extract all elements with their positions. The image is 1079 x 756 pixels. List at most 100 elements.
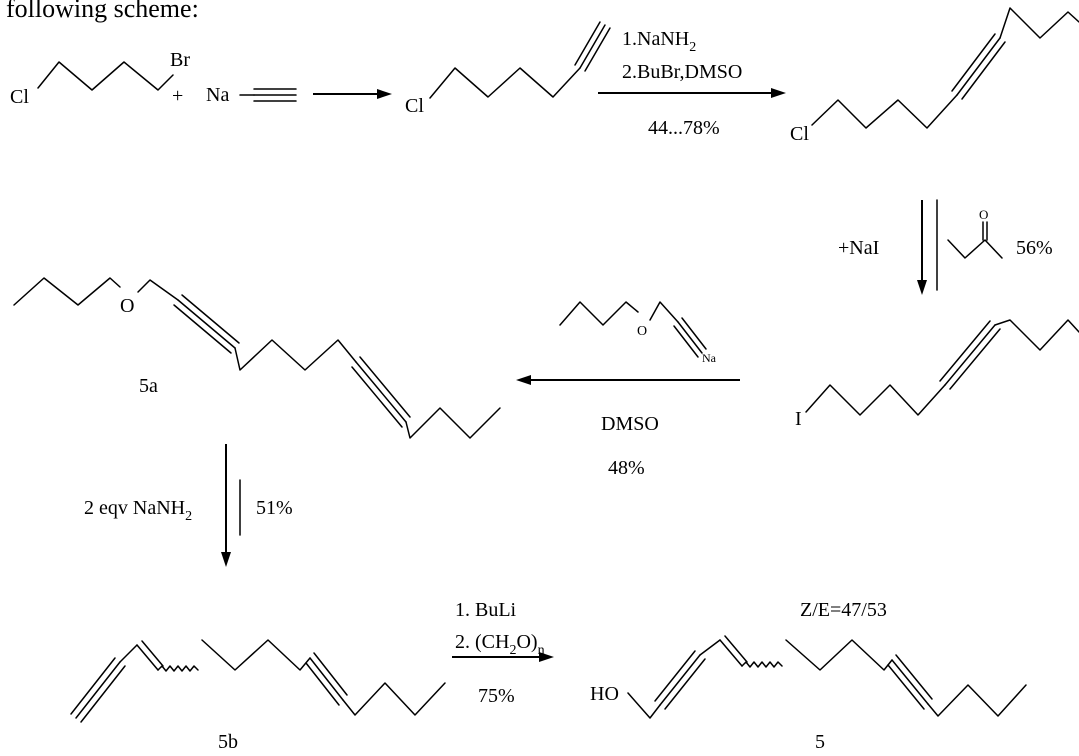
br-atom: Br [170, 49, 190, 71]
butanone: O [947, 207, 1003, 259]
arrow-step1 [313, 89, 392, 99]
decyne-chain-right [999, 7, 1079, 39]
yield-step5: 51% [256, 497, 293, 519]
hexyne-chain [429, 67, 581, 99]
alkyne-bond [951, 33, 996, 92]
alkene-bond [136, 644, 159, 671]
arrow-step5: 2 eqv NaNH2 51% [84, 444, 293, 567]
alkyne-bond [351, 366, 403, 428]
decyne-chain-left [811, 94, 958, 129]
arrow-step3: +NaI O 56% [838, 199, 1053, 295]
o-atom: O [637, 324, 647, 339]
decyne-chain-right [994, 319, 1079, 351]
terminal-alkyne [75, 661, 121, 719]
chlorohexyne: Cl [405, 21, 611, 117]
reagent-nanh2: 2 eqv NaNH2 [84, 497, 192, 524]
butyl-chain [13, 277, 121, 306]
ketone-o-atom: O [979, 207, 988, 222]
alkyne-bond [949, 328, 1001, 390]
alkyne-bond [956, 37, 1001, 96]
compound-5: Z/E=47/53 HO 5 [590, 599, 1027, 753]
reagent-paraformaldehyde: 2. (CH2O)n [455, 631, 545, 658]
middle-chain [785, 639, 893, 671]
middle-chain [201, 639, 311, 671]
butoxypropynyl-sodium: O Na [559, 301, 717, 365]
arrow-step4: O Na DMSO 48% [516, 301, 740, 479]
propargyl-bond [649, 301, 679, 323]
reagent-nai: +NaI [838, 237, 879, 259]
alkyne-bond [944, 324, 996, 386]
reagent-nanh2: 1.NaNH2 [622, 28, 696, 55]
alkyne-bond [579, 24, 606, 69]
middle-chain [234, 339, 357, 371]
solvent-dmso: DMSO [601, 413, 659, 435]
na-atom: Na [702, 351, 717, 365]
wavy-bond [157, 665, 199, 672]
yield-step6: 75% [478, 685, 515, 707]
plus-sign: + [172, 85, 183, 107]
alkyne-bond [895, 654, 933, 700]
yield-step2: 44...78% [648, 117, 720, 139]
iododecyne: I [795, 319, 1079, 430]
terminal-alkyne [70, 657, 116, 715]
decyne-chain-left [805, 384, 946, 416]
alkyne-bond [355, 361, 407, 423]
na-atom: Na [206, 84, 229, 106]
compound-5a: O 5a [13, 277, 501, 439]
arrow-step2: 1.NaNH2 2.BuBr,DMSO 44...78% [598, 28, 786, 139]
alkyne-bond [939, 320, 991, 382]
wavy-bond [741, 661, 783, 668]
reagent-buli: 1. BuLi [455, 599, 517, 621]
butyl-tail [342, 682, 446, 716]
alkene-bond [141, 640, 164, 667]
label-5a: 5a [139, 375, 158, 397]
label-5: 5 [815, 731, 825, 753]
alkyne-bond [677, 321, 703, 354]
alkyne-bond [673, 325, 699, 358]
alkyne-bond [173, 304, 232, 354]
propargyl-bond [137, 279, 179, 301]
terminal-alkyne [80, 665, 126, 723]
cl-atom: Cl [790, 123, 809, 145]
alkene-bond [724, 635, 748, 663]
intro-text: following scheme: [6, 0, 199, 23]
ze-ratio: Z/E=47/53 [800, 599, 887, 621]
alkyne-bond [584, 27, 611, 72]
bromochlorobutane: Cl Br [10, 49, 190, 108]
sodium-acetylide: Na [206, 84, 297, 106]
yield-step3: 56% [1016, 237, 1053, 259]
alkyne-bond [177, 299, 236, 349]
alkyne-bond [181, 294, 240, 344]
reagent-bubr-dmso: 2.BuBr,DMSO [622, 61, 742, 83]
butyl-chain [559, 301, 639, 326]
alkyne-bond [659, 654, 701, 706]
alkyne-bond [664, 658, 706, 710]
alkyne-bond [891, 659, 929, 705]
alkene-bond [719, 639, 743, 667]
alkyne-bond [887, 664, 925, 710]
chlorodecyne: Cl [790, 7, 1079, 145]
alkyne-bond [309, 657, 344, 701]
label-5b: 5b [218, 731, 238, 753]
o-atom: O [120, 295, 134, 317]
alkyne-bond [961, 41, 1006, 100]
cl-atom: Cl [405, 95, 424, 117]
chain-bond [119, 644, 138, 663]
alkyne-bond [574, 21, 601, 66]
compound-5b: 5b [70, 639, 446, 753]
alkyne-bond [681, 317, 707, 350]
butanone-chain [947, 239, 1003, 259]
butyl-tail [927, 684, 1027, 717]
i-atom: I [795, 408, 802, 430]
chain-bond [699, 639, 721, 656]
butane-chain [37, 61, 174, 91]
ho-group: HO [590, 683, 619, 705]
butyl-tail [405, 407, 501, 439]
alkyne-bond [654, 650, 696, 702]
hydroxymethyl-bond [627, 692, 661, 719]
alkyne-bond [359, 356, 411, 418]
yield-step4: 48% [608, 457, 645, 479]
alkyne-bond [313, 652, 348, 696]
alkyne-bond [305, 662, 340, 706]
